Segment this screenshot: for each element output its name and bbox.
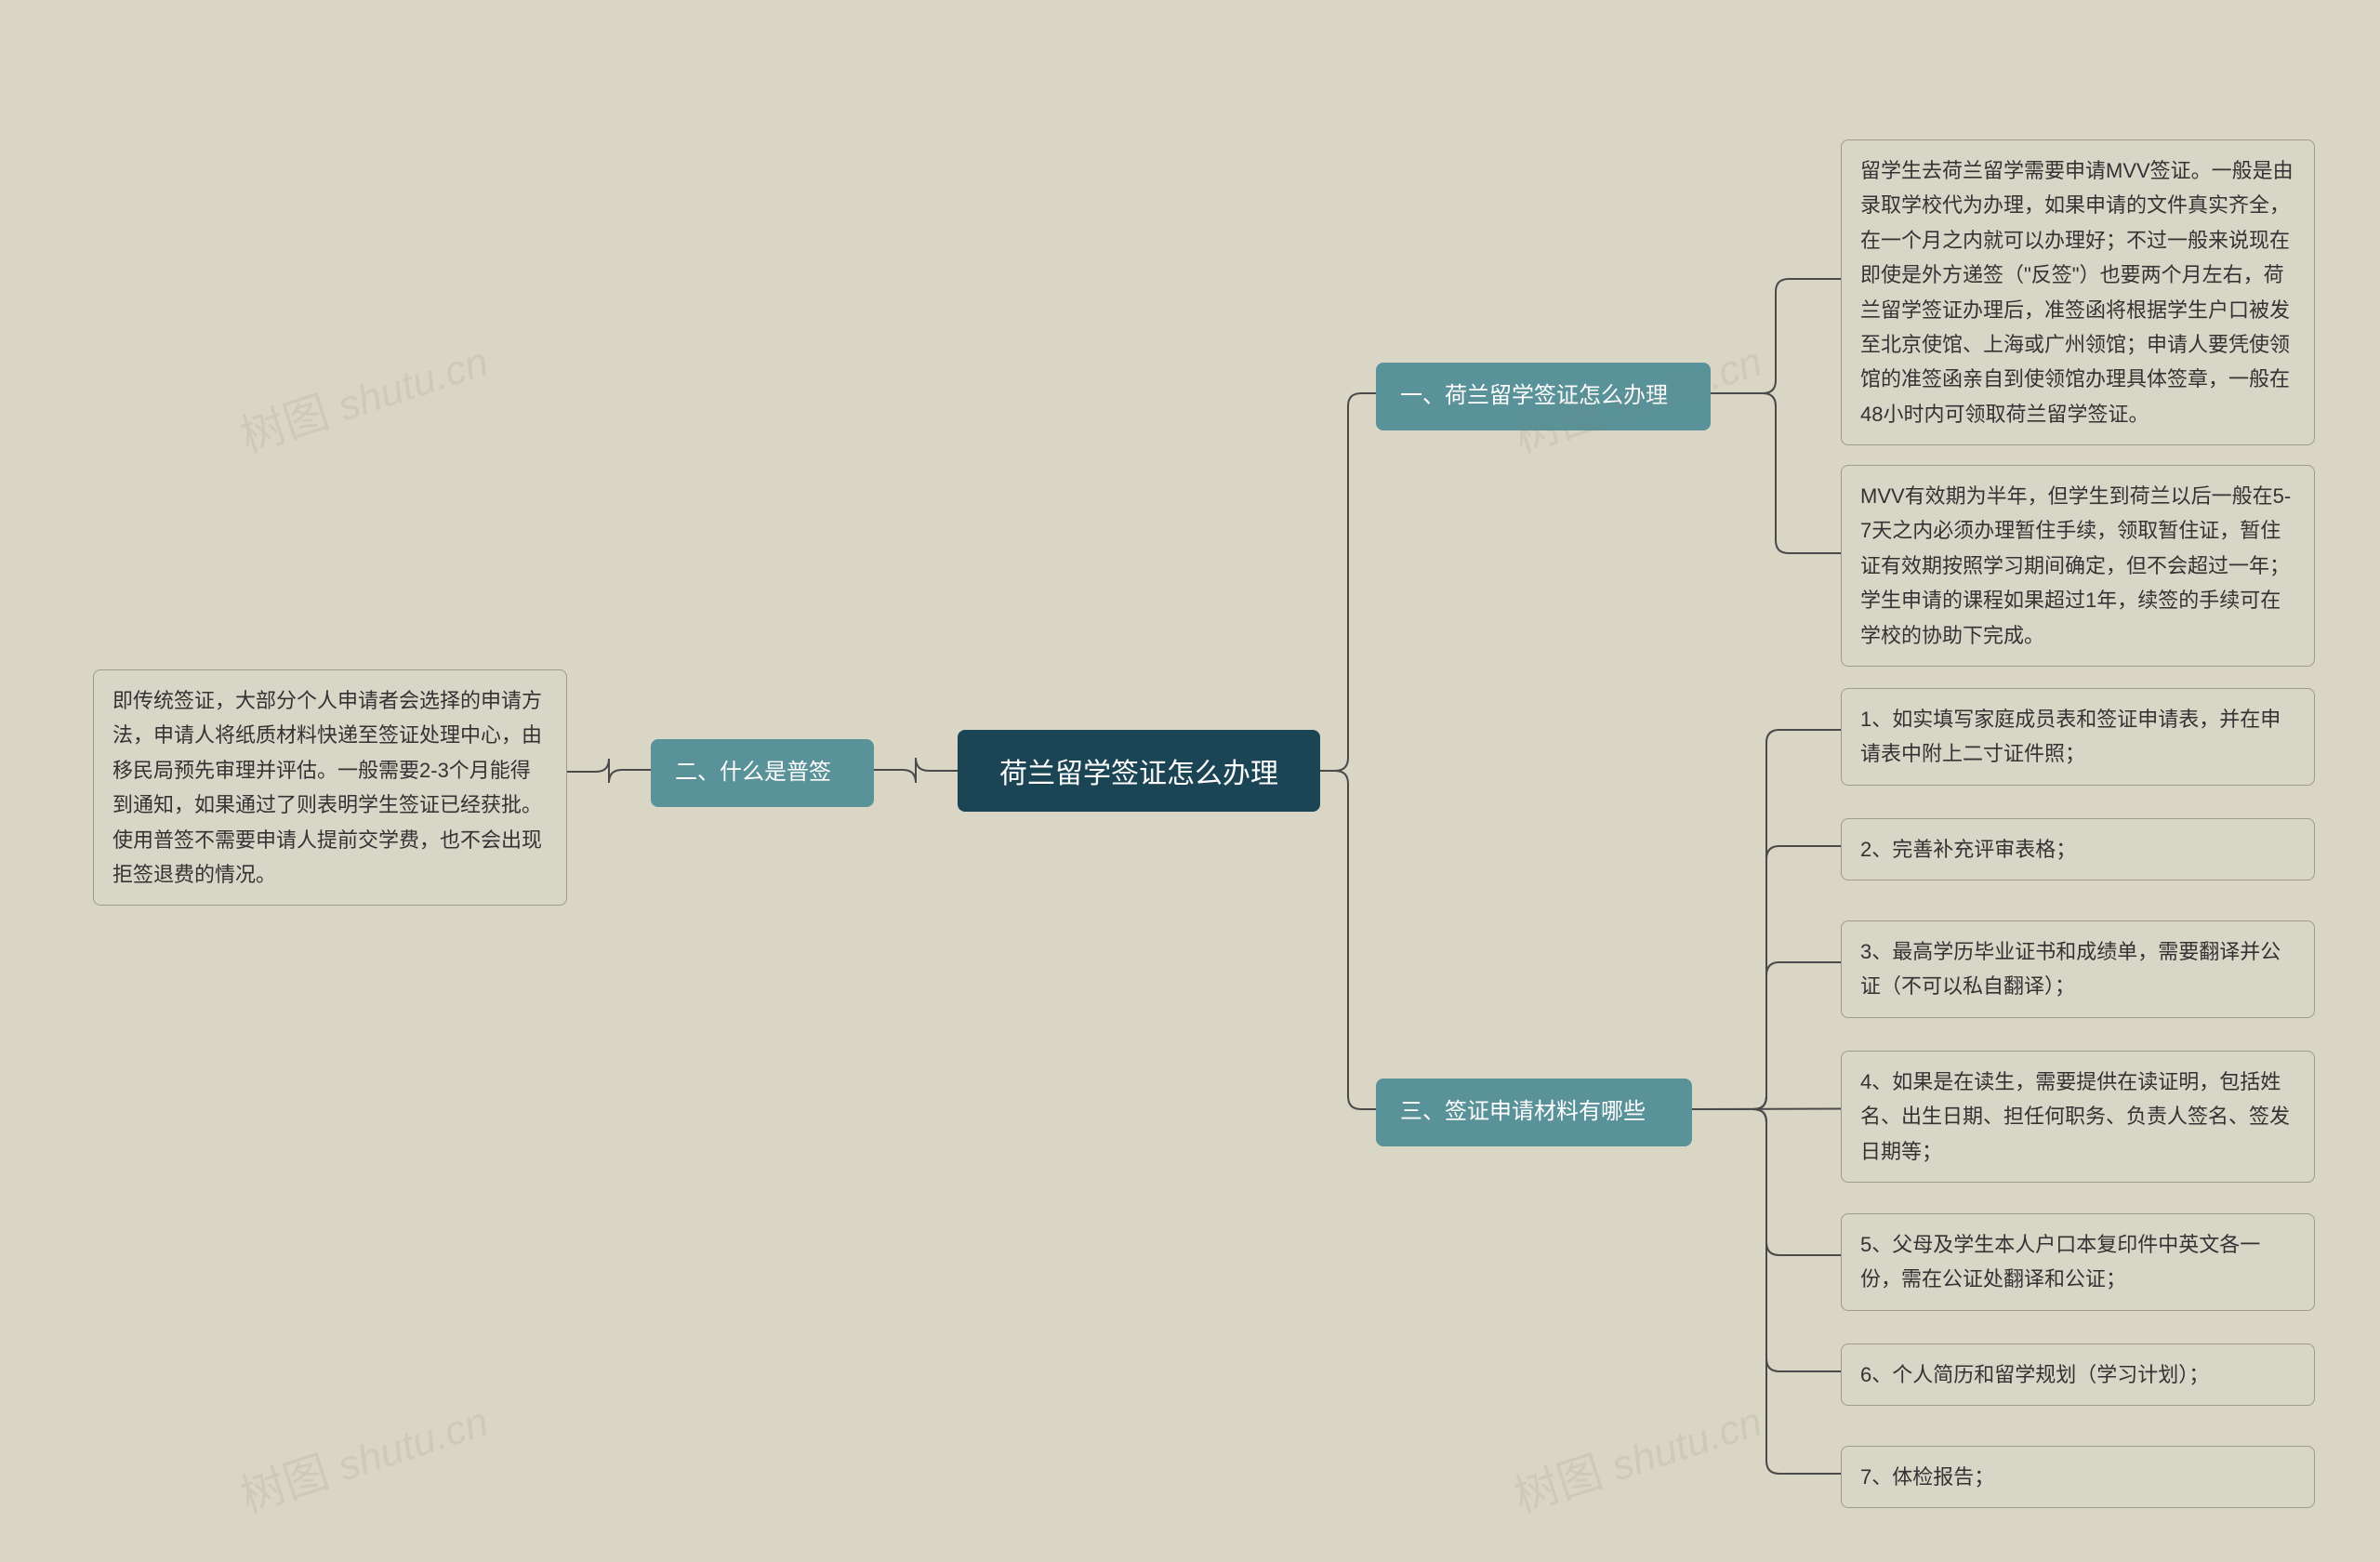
leaf-node[interactable]: 4、如果是在读生，需要提供在读证明，包括姓名、出生日期、担任何职务、负责人签名、… <box>1841 1051 2315 1183</box>
leaf-node[interactable]: MVV有效期为半年，但学生到荷兰以后一般在5-7天之内必须办理暂住手续，领取暂住… <box>1841 465 2315 667</box>
leaf-node[interactable]: 5、父母及学生本人户口本复印件中英文各一份，需在公证处翻译和公证； <box>1841 1213 2315 1311</box>
leaf-node[interactable]: 2、完善补充评审表格； <box>1841 818 2315 880</box>
branch-node[interactable]: 一、荷兰留学签证怎么办理 <box>1376 363 1711 430</box>
leaf-node[interactable]: 1、如实填写家庭成员表和签证申请表，并在申请表中附上二寸证件照； <box>1841 688 2315 786</box>
leaf-node[interactable]: 7、体检报告； <box>1841 1446 2315 1508</box>
leaf-node[interactable]: 3、最高学历毕业证书和成绩单，需要翻译并公证（不可以私自翻译）； <box>1841 920 2315 1018</box>
branch-node[interactable]: 二、什么是普签 <box>651 739 874 807</box>
branch-node[interactable]: 三、签证申请材料有哪些 <box>1376 1079 1692 1146</box>
root-node[interactable]: 荷兰留学签证怎么办理 <box>958 730 1320 812</box>
leaf-node[interactable]: 留学生去荷兰留学需要申请MVV签证。一般是由录取学校代为办理，如果申请的文件真实… <box>1841 139 2315 445</box>
leaf-node[interactable]: 6、个人简历和留学规划（学习计划）； <box>1841 1344 2315 1406</box>
leaf-node[interactable]: 即传统签证，大部分个人申请者会选择的申请方法，申请人将纸质材料快递至签证处理中心… <box>93 669 567 906</box>
